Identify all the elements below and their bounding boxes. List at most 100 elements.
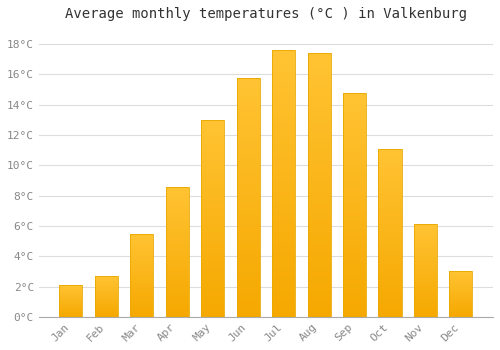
Bar <box>130 278 154 279</box>
Bar <box>414 295 437 296</box>
Bar <box>130 254 154 255</box>
Bar <box>272 109 295 112</box>
Bar <box>308 222 330 225</box>
Bar <box>236 305 260 307</box>
Bar <box>201 301 224 303</box>
Bar <box>450 290 472 291</box>
Bar <box>378 182 402 184</box>
Bar <box>450 299 472 300</box>
Bar <box>95 302 118 303</box>
Bar <box>201 126 224 128</box>
Bar <box>308 58 330 61</box>
Bar <box>166 273 189 274</box>
Bar <box>343 138 366 140</box>
Bar <box>130 300 154 301</box>
Bar <box>130 299 154 300</box>
Bar <box>308 225 330 227</box>
Bar <box>308 312 330 314</box>
Bar <box>378 292 402 293</box>
Bar <box>166 284 189 286</box>
Bar <box>95 299 118 300</box>
Bar <box>272 210 295 213</box>
Bar <box>343 104 366 106</box>
Bar <box>236 159 260 161</box>
Bar <box>130 258 154 259</box>
Bar <box>272 141 295 144</box>
Bar <box>450 295 472 296</box>
Bar <box>201 278 224 279</box>
Bar <box>236 233 260 236</box>
Bar <box>130 293 154 294</box>
Bar <box>130 304 154 305</box>
Bar <box>130 290 154 291</box>
Bar <box>414 263 437 264</box>
Bar <box>236 298 260 300</box>
Bar <box>236 199 260 202</box>
Bar <box>130 265 154 266</box>
Bar <box>378 236 402 238</box>
Bar <box>201 281 224 284</box>
Bar <box>308 203 330 206</box>
Bar <box>308 132 330 135</box>
Bar <box>308 185 330 188</box>
Bar <box>95 296 118 297</box>
Bar <box>201 215 224 216</box>
Bar <box>130 295 154 296</box>
Bar <box>201 205 224 206</box>
Bar <box>272 280 295 282</box>
Bar <box>166 293 189 295</box>
Bar <box>308 146 330 148</box>
Bar <box>272 170 295 173</box>
Bar <box>450 304 472 305</box>
Bar <box>236 204 260 207</box>
Bar <box>272 295 295 298</box>
Bar <box>201 218 224 220</box>
Bar <box>272 157 295 160</box>
Bar <box>236 147 260 149</box>
Bar <box>450 306 472 307</box>
Bar <box>378 253 402 254</box>
Bar <box>166 279 189 280</box>
Bar <box>378 191 402 192</box>
Bar <box>308 66 330 69</box>
Bar <box>130 256 154 257</box>
Bar <box>308 93 330 96</box>
Bar <box>130 234 154 235</box>
Bar <box>166 202 189 203</box>
Bar <box>236 267 260 269</box>
Bar <box>343 263 366 265</box>
Bar <box>343 102 366 104</box>
Bar <box>378 238 402 239</box>
Bar <box>272 77 295 79</box>
Bar <box>378 266 402 268</box>
Bar <box>343 93 366 317</box>
Bar <box>308 314 330 317</box>
Bar <box>450 307 472 308</box>
Bar <box>272 285 295 287</box>
Bar <box>450 272 472 273</box>
Bar <box>272 85 295 88</box>
Bar <box>166 203 189 205</box>
Bar <box>308 164 330 167</box>
Bar <box>201 136 224 138</box>
Bar <box>343 240 366 243</box>
Bar <box>236 228 260 231</box>
Bar <box>308 209 330 211</box>
Bar <box>201 234 224 236</box>
Bar <box>343 283 366 285</box>
Bar <box>201 153 224 155</box>
Bar <box>95 287 118 288</box>
Bar <box>166 199 189 201</box>
Bar <box>378 218 402 219</box>
Bar <box>95 276 118 317</box>
Bar <box>308 98 330 101</box>
Bar <box>95 276 118 277</box>
Bar <box>201 270 224 272</box>
Bar <box>378 162 402 164</box>
Bar <box>308 235 330 238</box>
Bar <box>308 238 330 240</box>
Bar <box>201 216 224 218</box>
Bar <box>343 274 366 276</box>
Bar <box>414 245 437 246</box>
Bar <box>378 216 402 218</box>
